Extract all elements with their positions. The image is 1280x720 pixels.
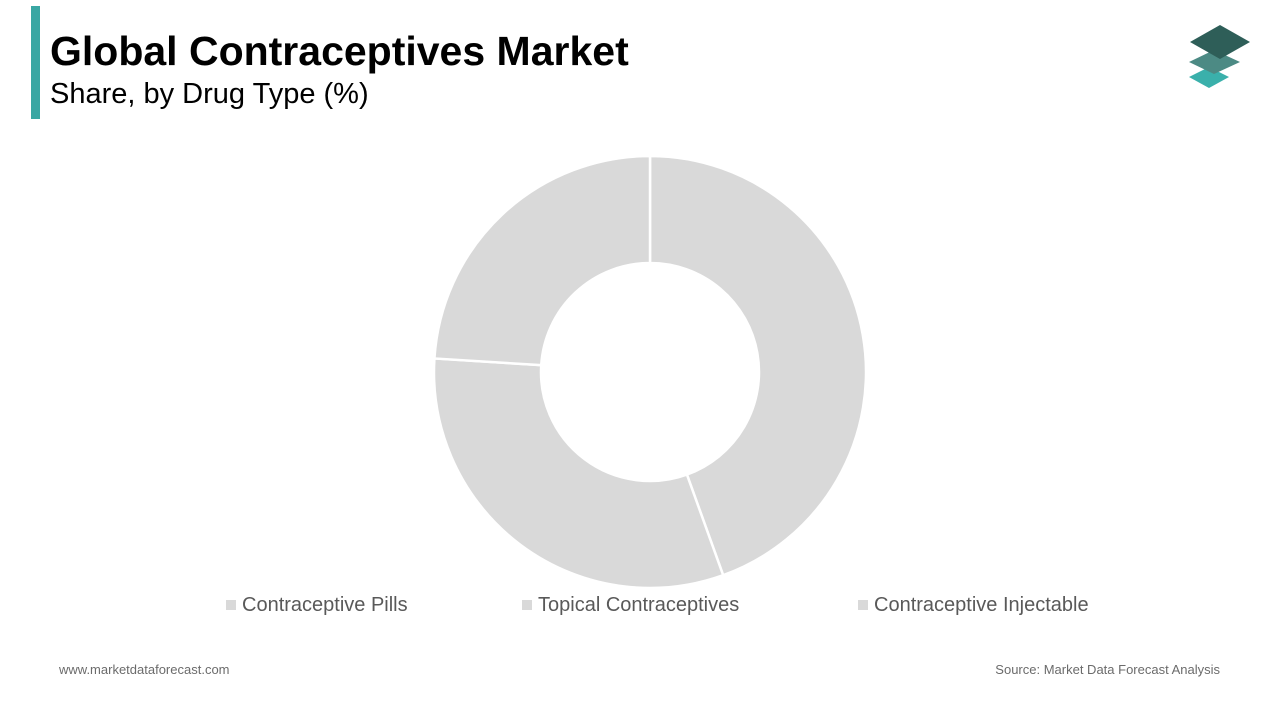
website-link[interactable]: www.marketdataforecast.com — [59, 662, 230, 677]
donut-slice-contraceptive-pills — [648, 154, 868, 577]
donut-chart — [432, 154, 868, 590]
page-title: Global Contraceptives Market — [50, 28, 629, 74]
legend-item-topical-contraceptives: Topical Contraceptives — [522, 592, 739, 618]
source-note: Source: Market Data Forecast Analysis — [995, 662, 1220, 677]
legend-swatch — [522, 600, 532, 610]
page-subtitle: Share, by Drug Type (%) — [50, 78, 369, 110]
logo-bottom-layer — [1189, 67, 1229, 88]
donut-slice-contraceptive-injectable — [433, 154, 652, 367]
logo-middle-layer — [1189, 50, 1240, 74]
donut-slice-topical-contraceptives — [432, 357, 725, 590]
legend-label: Contraceptive Injectable — [874, 593, 1089, 616]
legend-item-contraceptive-injectable: Contraceptive Injectable — [858, 592, 1089, 618]
legend-swatch — [226, 600, 236, 610]
stacked-layers-logo-icon — [1189, 25, 1250, 88]
legend-item-contraceptive-pills: Contraceptive Pills — [226, 592, 408, 618]
legend-swatch — [858, 600, 868, 610]
legend-label: Topical Contraceptives — [538, 593, 740, 616]
title-accent-bar — [31, 6, 40, 119]
logo-top-layer — [1190, 25, 1250, 59]
legend-label: Contraceptive Pills — [242, 593, 408, 616]
